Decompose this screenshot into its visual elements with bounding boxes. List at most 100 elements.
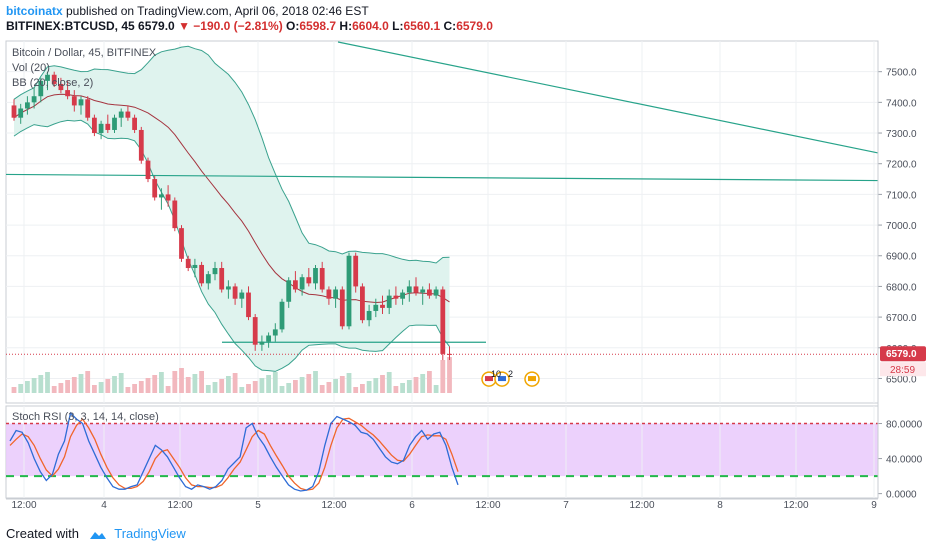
volume-bar [272, 372, 278, 393]
volume-bar [299, 377, 305, 393]
volume-bar [226, 376, 231, 393]
candle-body [440, 289, 446, 354]
candle-body [192, 264, 198, 269]
volume-bar [118, 373, 124, 393]
trendline-descending [337, 41, 879, 154]
volume-bar [212, 382, 218, 393]
volume-bar [386, 372, 392, 393]
volume-bar [31, 378, 37, 393]
candle-body [353, 255, 359, 287]
low-value: 6560.1 [403, 19, 441, 33]
volume-bar [18, 384, 24, 393]
volume-bar [400, 383, 405, 393]
tradingview-brand[interactable]: TradingView [114, 526, 186, 541]
candle-body [11, 105, 17, 118]
volume-bar [393, 386, 399, 393]
candle-body [380, 304, 385, 308]
stoch-band-bg [6, 423, 878, 477]
candle-body [98, 123, 104, 134]
high-label: H: [339, 19, 353, 33]
x-tick-label: 12:00 [629, 500, 654, 511]
author-link[interactable]: bitcoinatx [6, 4, 63, 18]
y-tick-label: 7200.0 [886, 160, 917, 171]
x-tick-label: 12:00 [783, 500, 808, 511]
candle-body [400, 292, 405, 299]
candle-body [232, 286, 238, 299]
price-badge-label: 6579.0 [886, 349, 917, 360]
volume-bar [125, 387, 131, 393]
volume-bar [346, 373, 352, 393]
candle-body [65, 90, 70, 97]
candle-body [159, 194, 164, 198]
close-value: 6579.0 [456, 19, 493, 33]
open-label: O: [286, 19, 300, 33]
chart-canvas[interactable]: 12:00 4 12:00 5 12:00 6 12:00 7 12:00 8 12:00 9 7500… [0, 34, 932, 520]
candle-body [78, 99, 84, 106]
volume-bar [219, 379, 225, 393]
stoch-y-tick-label: 40.0000 [886, 455, 923, 466]
created-with-text: Created with [6, 526, 79, 541]
y-tick-label: 7000.0 [886, 221, 917, 232]
candle-body [165, 194, 171, 201]
y-tick-label: 6900.0 [886, 252, 917, 263]
event-flag-fill [485, 376, 493, 382]
last-price: 6579.0 [138, 19, 175, 33]
y-tick-label: 7300.0 [886, 129, 917, 140]
volume-bar [427, 371, 432, 393]
volume-bar [259, 378, 265, 393]
volume-bar [232, 373, 238, 393]
candle-body [85, 99, 91, 118]
volume-bar [85, 371, 91, 393]
ohlc-summary: BITFINEX:BTCUSD, 45 6579.0 ▼ −190.0 (−2.… [6, 19, 493, 33]
event-flag-fill [498, 376, 506, 382]
candle-body [31, 96, 37, 103]
candle-body [239, 292, 245, 299]
candle-body [212, 268, 218, 275]
x-tick-label: 12:00 [11, 500, 36, 511]
volume-bar [333, 379, 338, 393]
volume-bar [279, 386, 285, 393]
volume-bar [319, 385, 325, 393]
event-count-label: 2 [508, 369, 513, 379]
candle-body [51, 74, 57, 84]
legend-bb: BB (20, close, 2) [12, 77, 93, 89]
event-count-label: 10 [491, 369, 501, 379]
x-tick-label: 8 [717, 500, 723, 511]
event-flag-icon [524, 371, 540, 387]
volume-bar [165, 386, 171, 393]
volume-bar [179, 368, 184, 393]
volume-bar [51, 386, 57, 393]
candle-body [259, 341, 265, 345]
candle-body [313, 268, 318, 284]
candle-body [373, 304, 379, 311]
candle-body [272, 329, 278, 336]
volume-bar [380, 375, 385, 393]
volume-bar [420, 374, 426, 393]
candle-body [447, 353, 452, 355]
candle-body [319, 268, 325, 290]
candle-body [185, 258, 191, 269]
candle-body [346, 255, 352, 327]
volume-bar [38, 375, 44, 393]
stoch-y-tick-label: 80.0000 [886, 420, 923, 431]
y-tick-label: 6700.0 [886, 313, 917, 324]
volume-bar [132, 384, 137, 393]
volume-bar [199, 371, 204, 393]
candle-body [92, 117, 97, 134]
candle-body [306, 277, 312, 284]
volume-bar [447, 357, 452, 393]
open-value: 6598.7 [299, 19, 337, 33]
x-tick-label: 12:00 [321, 500, 346, 511]
x-tick-label: 12:00 [475, 500, 500, 511]
volume-bar [159, 372, 164, 393]
x-tick-label: 9 [871, 500, 877, 511]
volume-bar [366, 381, 372, 393]
candle-body [393, 295, 399, 299]
volume-bar [25, 381, 30, 393]
legend-title: Bitcoin / Dollar, 45, BITFINEX [12, 47, 157, 59]
volume-bar [205, 385, 211, 393]
volume-bar [239, 387, 245, 393]
volume-bar [293, 380, 298, 393]
candle-body [226, 286, 231, 290]
candle-body [199, 264, 204, 284]
